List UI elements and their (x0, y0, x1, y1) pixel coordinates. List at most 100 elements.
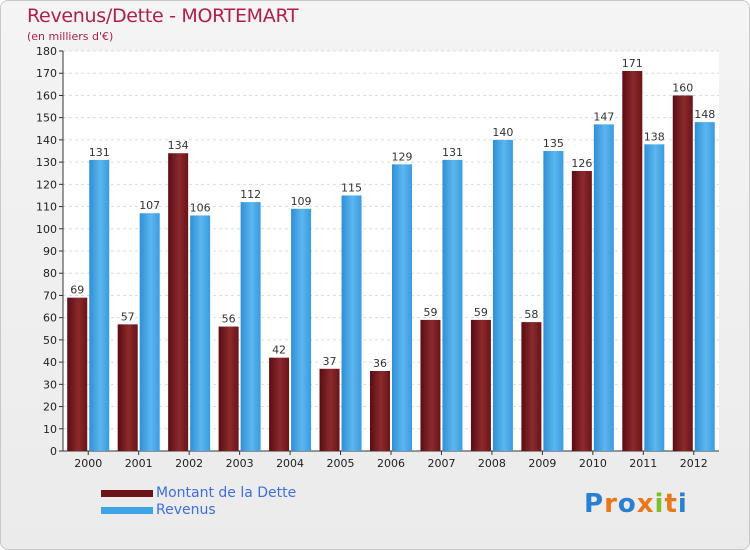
proxiti-logo: Proxiti (584, 489, 688, 519)
bar-dette (67, 297, 88, 451)
data-label-dette: 69 (70, 284, 84, 297)
bar-dette (218, 326, 239, 451)
bar-revenus (89, 159, 110, 451)
logo-letter: i (677, 489, 688, 519)
x-tick-label: 2006 (377, 457, 405, 470)
legend-swatch-revenus (101, 507, 153, 514)
y-tick-label: 60 (43, 312, 57, 325)
data-label-revenus: 109 (291, 195, 312, 208)
data-label-dette: 56 (222, 313, 236, 326)
data-label-dette: 57 (121, 310, 135, 323)
x-tick-label: 2007 (427, 457, 455, 470)
bar-dette (370, 371, 390, 451)
data-label-dette: 59 (474, 306, 488, 319)
bar-dette (168, 153, 189, 451)
data-label-dette: 134 (168, 139, 189, 152)
bar-revenus (190, 215, 211, 451)
bar-dette (319, 368, 340, 451)
data-label-revenus: 107 (139, 199, 160, 212)
y-tick-label: 10 (43, 423, 57, 436)
data-label-dette: 37 (323, 355, 337, 368)
data-label-revenus: 138 (644, 130, 665, 143)
data-label-revenus: 112 (240, 188, 261, 201)
y-tick-label: 160 (36, 89, 57, 102)
x-tick-label: 2001 (125, 457, 153, 470)
bar-revenus (694, 122, 715, 451)
x-tick-label: 2012 (680, 457, 708, 470)
data-label-revenus: 135 (543, 137, 564, 150)
bar-dette (622, 71, 643, 451)
bar-dette (470, 319, 491, 451)
bar-revenus (139, 213, 160, 451)
bar-revenus (644, 144, 665, 452)
y-tick-label: 80 (43, 267, 57, 280)
bar-revenus (291, 208, 312, 451)
bar-revenus (492, 139, 513, 451)
data-label-revenus: 140 (492, 126, 513, 139)
chart-subtitle: (en milliers d'€) (27, 30, 114, 43)
x-tick-label: 2008 (478, 457, 506, 470)
bar-revenus (240, 202, 261, 451)
logo-letter: o (617, 489, 637, 519)
bar-dette (672, 95, 693, 451)
x-tick-label: 2010 (579, 457, 607, 470)
x-tick-label: 2002 (175, 457, 203, 470)
bar-dette (521, 322, 542, 451)
bar-dette (269, 357, 290, 451)
bar-revenus (392, 164, 412, 452)
y-tick-label: 90 (43, 245, 57, 258)
data-label-revenus: 147 (593, 110, 614, 123)
data-label-dette: 171 (622, 57, 643, 70)
data-label-dette: 126 (571, 157, 592, 170)
x-tick-label: 2003 (226, 457, 254, 470)
data-label-revenus: 131 (89, 146, 110, 159)
x-tick-label: 2005 (327, 457, 355, 470)
y-tick-label: 20 (43, 401, 57, 414)
data-label-dette: 160 (672, 81, 693, 94)
y-tick-label: 120 (36, 178, 57, 191)
x-tick-label: 2009 (528, 457, 556, 470)
x-tick-label: 2011 (629, 457, 657, 470)
y-tick-label: 170 (36, 67, 57, 80)
data-label-revenus: 106 (190, 201, 211, 214)
data-label-revenus: 129 (392, 150, 413, 163)
chart-title: Revenus/Dette - MORTEMART (27, 5, 299, 27)
bar-revenus (442, 159, 463, 451)
legend-label-revenus: Revenus (156, 502, 216, 518)
y-tick-label: 140 (36, 134, 57, 147)
y-tick-label: 110 (36, 201, 57, 214)
y-tick-label: 40 (43, 356, 57, 369)
logo-letter: i (654, 489, 665, 519)
x-tick-label: 2000 (74, 457, 102, 470)
y-tick-label: 50 (43, 334, 57, 347)
bar-dette (117, 324, 138, 451)
data-label-revenus: 148 (694, 108, 715, 121)
y-tick-label: 30 (43, 378, 57, 391)
y-tick-label: 150 (36, 112, 57, 125)
y-tick-label: 100 (36, 223, 57, 236)
data-label-dette: 59 (423, 306, 437, 319)
data-label-dette: 58 (524, 308, 538, 321)
bar-revenus (593, 124, 614, 451)
y-tick-label: 0 (50, 445, 57, 458)
data-label-dette: 36 (373, 357, 387, 370)
x-tick-label: 2004 (276, 457, 304, 470)
bar-dette (571, 171, 592, 451)
logo-letter: t (664, 489, 678, 519)
logo-letter: P (584, 489, 605, 519)
data-label-dette: 42 (272, 344, 286, 357)
legend-swatch-dette (101, 490, 153, 497)
legend-label-dette: Montant de la Dette (156, 485, 297, 501)
y-tick-label: 130 (36, 156, 57, 169)
bar-dette (420, 319, 441, 451)
bar-revenus (543, 151, 564, 451)
data-label-revenus: 115 (341, 181, 362, 194)
y-tick-label: 180 (36, 45, 57, 58)
y-tick-label: 70 (43, 289, 57, 302)
bar-revenus (341, 195, 362, 451)
data-label-revenus: 131 (442, 146, 463, 159)
logo-letter: r (604, 489, 618, 519)
logo-letter: x (636, 489, 655, 519)
